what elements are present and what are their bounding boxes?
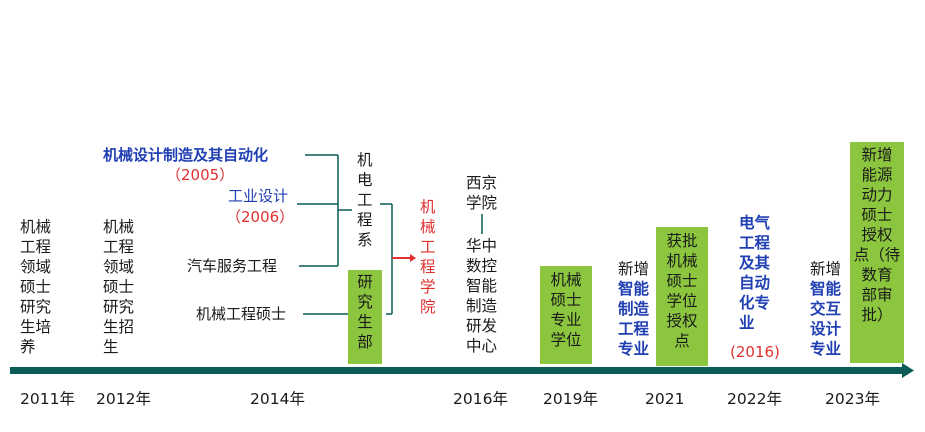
box-2021: 获批 机械 硕士 学位 授权 点 (656, 227, 708, 366)
label-2021-new: 新增 (618, 260, 650, 278)
year-2011: 2011年 (20, 390, 75, 408)
col-2011-text: 机械 工程 领域 硕士 研究 生培 养 (20, 218, 52, 356)
label-mech-college: 机 械 工 程 学 院 (420, 198, 436, 316)
box-grad-dept: 研 究 生 部 (348, 270, 382, 364)
label-jidian-dept: 机 电 工 程 系 (357, 151, 373, 249)
year-2019: 2019年 (543, 390, 598, 408)
box-2023: 新增 能源 动力 硕士 授权 点（待 数育 部审 批） (850, 142, 904, 363)
label-huazhong: 华中 数控 智能 制造 研发 中心 (466, 237, 498, 355)
label-jixie-design: 机械设计制造及其自动化 (103, 146, 269, 164)
label-industrial-design-year: （2006） (226, 208, 295, 226)
year-2012: 2012年 (96, 390, 151, 408)
year-2022: 2022年 (727, 390, 782, 408)
label-2023-new: 新增 (810, 260, 842, 278)
timeline-axis (10, 367, 905, 374)
year-2023: 2023年 (825, 390, 880, 408)
year-2014: 2014年 (250, 390, 305, 408)
label-auto-service: 汽车服务工程 (187, 257, 278, 275)
year-2021: 2021 (645, 390, 685, 408)
label-industrial-design: 工业设计 (228, 187, 289, 205)
timeline-arrow-head (902, 363, 914, 378)
label-2023-interaction-design: 智能 交互 设计 专业 (810, 280, 842, 358)
label-2022-ee: 电气 工程 及其 自动 化专 业 (739, 214, 771, 332)
label-xijing: 西京 学院 (466, 174, 498, 212)
label-2021-intelligent-manufacturing: 智能 制造 工程 专业 (618, 280, 650, 358)
year-2016: 2016年 (453, 390, 508, 408)
box-2019: 机械 硕士 专业 学位 (540, 266, 592, 364)
label-jixie-design-year: （2005） (166, 166, 235, 184)
label-mech-master: 机械工程硕士 (196, 305, 287, 323)
label-2022-ee-year: (2016) (730, 343, 780, 361)
col-2012-text: 机械 工程 领域 硕士 研究 生招 生 (103, 218, 135, 356)
red-arrow-head (410, 254, 416, 262)
